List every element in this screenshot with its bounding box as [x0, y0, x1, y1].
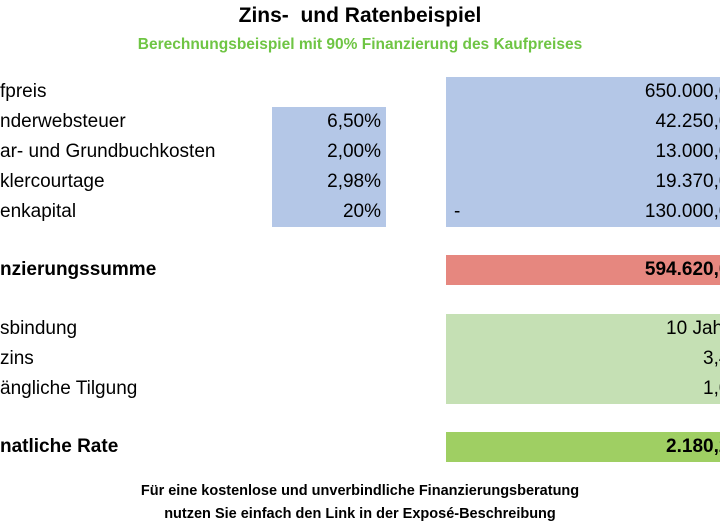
- row-label: ar- und Grundbuchkosten: [0, 141, 216, 162]
- row-value-cell: 19.370,00: [446, 167, 720, 197]
- row-value-cell: 42.250,00: [446, 107, 720, 137]
- row-value: 10 Jahre: [666, 318, 720, 339]
- row-label: ängliche Tilgung: [0, 378, 138, 399]
- row-value-cell: 13.000,00: [446, 137, 720, 167]
- row-value: 19.370,00: [655, 171, 720, 192]
- row-percent: 6,50%: [272, 107, 386, 137]
- row-value-cell: 650.000,00: [446, 77, 720, 107]
- row-label: enkapital: [0, 201, 77, 222]
- row-label: fpreis: [0, 81, 47, 102]
- minus-sign: -: [454, 201, 461, 222]
- row-value-cell: 2.180,27: [446, 432, 720, 462]
- row-value-cell: 3,40: [446, 344, 720, 374]
- row-value-cell: - 130.000,00: [446, 197, 720, 227]
- row-value-cell: 594.620,00: [446, 255, 720, 285]
- footer-line-2: nutzen Sie einfach den Link in der Expos…: [164, 506, 556, 522]
- row-value: 2.180,27: [666, 436, 720, 457]
- row-value-cell: 10 Jahre: [446, 314, 720, 344]
- row-value: 42.250,00: [655, 111, 720, 132]
- row-label: sbindung: [0, 318, 78, 339]
- row-percent: 2,98%: [272, 167, 386, 197]
- page-subtitle: Berechnungsbeispiel mit 90% Finanzierung…: [137, 36, 583, 53]
- row-label: klercourtage: [0, 171, 105, 192]
- row-value: 13.000,00: [655, 141, 720, 162]
- row-sollzins: zins 3,40: [0, 344, 720, 374]
- row-label: nderwebsteuer: [0, 111, 126, 132]
- row-value: 650.000,00: [644, 81, 720, 102]
- row-label: zins: [0, 348, 34, 369]
- footer-line-1: Für eine kostenlose und unverbindliche F…: [140, 483, 580, 499]
- row-tilgung: ängliche Tilgung 1,00: [0, 374, 720, 404]
- row-percent: 2,00%: [272, 137, 386, 167]
- row-kaufpreis: fpreis 650.000,00: [0, 77, 720, 107]
- row-value: 594.620,00: [644, 259, 720, 280]
- row-monatliche-rate: natliche Rate 2.180,27: [0, 432, 720, 462]
- row-value: 1,00: [703, 378, 720, 399]
- row-finanzierungssumme: nzierungssumme 594.620,00: [0, 255, 720, 285]
- row-maklercourtage: klercourtage 2,98% 19.370,00: [0, 167, 720, 197]
- row-zinsbindung: sbindung 10 Jahre: [0, 314, 720, 344]
- page-title: Zins- und Ratenbeispiel: [238, 4, 482, 27]
- row-value-cell: 1,00: [446, 374, 720, 404]
- row-grunderwerbsteuer: nderwebsteuer 6,50% 42.250,00: [0, 107, 720, 137]
- row-label: nzierungssumme: [0, 259, 157, 280]
- row-value: 130.000,00: [644, 201, 720, 222]
- row-percent: 20%: [272, 197, 386, 227]
- row-label: natliche Rate: [0, 436, 119, 457]
- row-eigenkapital: enkapital 20% - 130.000,00: [0, 197, 720, 227]
- row-value: 3,40: [703, 348, 720, 369]
- row-notarkosten: ar- und Grundbuchkosten 2,00% 13.000,00: [0, 137, 720, 167]
